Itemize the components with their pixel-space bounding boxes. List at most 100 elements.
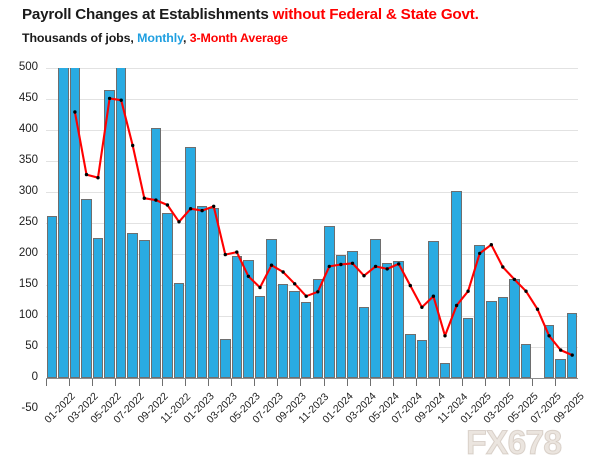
average-marker: [327, 264, 331, 269]
bar: [196, 205, 208, 378]
average-polyline: [73, 97, 573, 357]
bar: [416, 339, 428, 378]
gridline-50: [46, 347, 578, 348]
y-tick-label-350: 350: [18, 154, 38, 166]
bar: [370, 238, 381, 378]
bar: [485, 301, 497, 378]
bar: [358, 306, 370, 378]
average-marker: [385, 267, 389, 271]
average-marker: [107, 96, 112, 101]
bar: [347, 250, 358, 378]
bar: [115, 68, 127, 378]
average-marker: [200, 208, 204, 213]
bar: [405, 333, 416, 378]
gridline-250: [46, 223, 578, 224]
chart-title: Payroll Changes at Establishments withou…: [22, 6, 479, 23]
bar: [185, 147, 196, 378]
average-marker: [258, 285, 262, 290]
average-marker: [489, 243, 493, 247]
y-tick-label-150: 150: [18, 278, 38, 290]
bar: [162, 213, 173, 378]
bar: [335, 254, 347, 378]
plot-area: [46, 68, 578, 409]
average-marker: [154, 198, 158, 202]
average-marker: [454, 303, 459, 308]
y-tick-label-400: 400: [18, 123, 38, 135]
chart-subtitle: Thousands of jobs, Monthly, 3-Month Aver…: [22, 31, 288, 45]
bar: [219, 338, 231, 378]
average-marker: [165, 203, 170, 207]
y-tick-label-500: 500: [18, 61, 38, 73]
average-marker: [431, 294, 436, 298]
y-tick-label-300: 300: [18, 185, 38, 197]
gridline-200: [46, 254, 578, 255]
y-tick-label-0: 0: [31, 371, 38, 383]
average-marker: [281, 270, 285, 274]
average-marker: [316, 290, 320, 294]
y-tick-label-100: 100: [18, 309, 38, 321]
x-axis-ticks: [46, 379, 578, 386]
bar: [92, 237, 104, 378]
gridline-500: [46, 68, 578, 69]
average-marker: [73, 110, 77, 114]
bar: [254, 295, 266, 378]
average-marker: [501, 265, 505, 269]
bar: [58, 68, 69, 378]
bar: [439, 363, 451, 378]
bar: [451, 191, 462, 378]
average-marker: [246, 274, 251, 278]
average-marker: [293, 282, 297, 286]
bar: [289, 291, 300, 378]
subtitle-comma: ,: [183, 31, 190, 45]
y-tick-label-50: 50: [25, 340, 38, 352]
average-marker: [478, 251, 482, 256]
average-marker: [420, 305, 424, 309]
bar: [266, 238, 277, 378]
average-marker: [119, 98, 123, 102]
x-axis-line: [46, 378, 578, 379]
x-axis-labels: 01-2022 03-2022 05-2022 07-2022 09-2022 11-20…: [0, 391, 600, 473]
bar: [231, 256, 243, 378]
bar: [127, 232, 139, 378]
bar: [462, 318, 474, 378]
average-marker: [547, 334, 551, 338]
average-marker: [350, 261, 355, 265]
bar: [81, 199, 92, 378]
average-marker: [512, 277, 517, 282]
gridline-450: [46, 99, 578, 100]
average-marker: [235, 250, 239, 254]
bar: [324, 226, 335, 378]
subtitle-units: Thousands of jobs,: [22, 31, 138, 45]
bar: [312, 279, 324, 378]
average-marker: [535, 307, 540, 311]
chart-title-black: Payroll Changes at Establishments: [22, 6, 273, 23]
average-marker: [84, 172, 89, 177]
y-tick-label-250: 250: [18, 216, 38, 228]
bar: [69, 68, 81, 378]
bar: [381, 262, 393, 378]
bar: [243, 260, 254, 378]
bar: [173, 282, 185, 378]
average-marker: [131, 143, 135, 148]
bar: [150, 128, 162, 378]
bar: [139, 240, 150, 378]
y-axis-labels: 500 450 400 350 300 250 200 150 100 50 0 -50: [0, 61, 42, 413]
bar: [46, 215, 58, 378]
average-marker: [362, 274, 366, 278]
bar: [497, 297, 509, 378]
bar: [566, 312, 578, 378]
bar: [393, 261, 405, 378]
average-marker: [212, 204, 216, 208]
average-marker: [339, 262, 343, 267]
chart-title-red: without Federal & State Govt.: [272, 6, 479, 23]
gridline-100: [46, 316, 578, 317]
gridline-150: [46, 285, 578, 286]
average-marker: [304, 294, 308, 298]
average-marker: [177, 220, 181, 224]
gridline-350: [46, 161, 578, 162]
average-marker: [373, 264, 378, 269]
bar: [277, 284, 289, 378]
average-marker: [269, 263, 274, 267]
legend-3-month-average: 3-Month Average: [189, 31, 288, 45]
y-tick-label--50: -50: [21, 402, 38, 414]
